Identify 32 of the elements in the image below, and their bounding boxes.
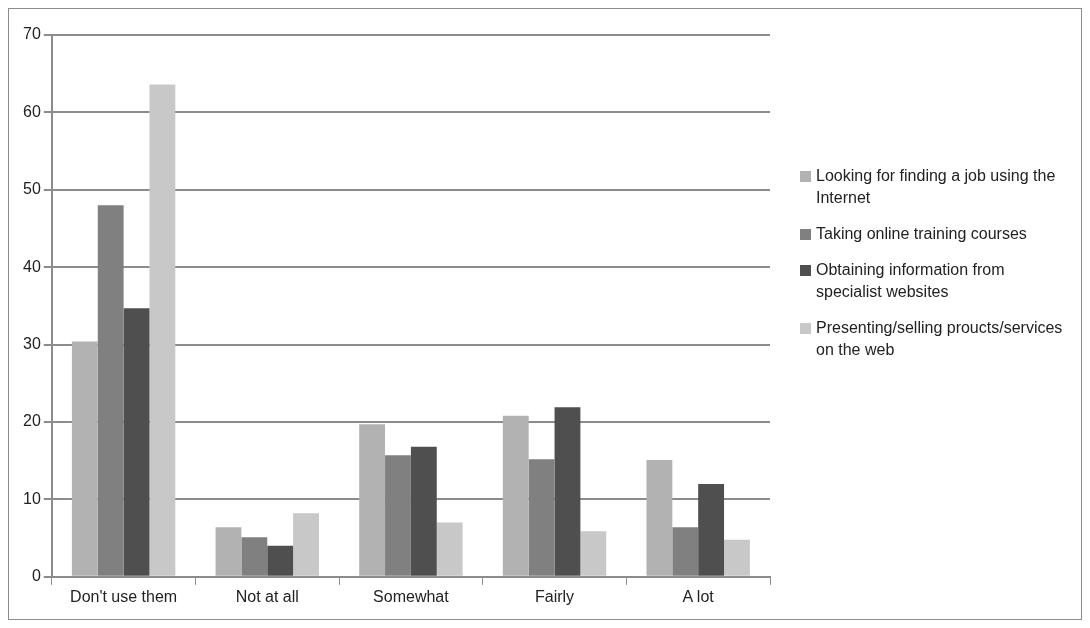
y-tick-label: 70 [23, 25, 41, 43]
bar [410, 446, 437, 576]
bar [359, 424, 386, 576]
legend-label: Looking for finding a job using the Internet [816, 166, 1057, 208]
y-tick-label: 50 [23, 180, 41, 198]
bar [698, 483, 725, 576]
bar [724, 539, 750, 576]
y-tick-label: 10 [23, 489, 41, 507]
bar [215, 527, 242, 576]
y-tick-label: 60 [23, 102, 41, 120]
bar [502, 415, 529, 576]
x-tick-label: Fairly [534, 587, 575, 605]
bar [646, 459, 673, 576]
x-tick-label: Don't use them [70, 587, 178, 605]
legend-label: Taking online training courses [816, 224, 1027, 244]
bar [123, 308, 150, 576]
x-tick-label: Somewhat [373, 587, 450, 605]
x-tick-label: Not at all [235, 587, 299, 605]
bar [293, 513, 319, 576]
legend-label: Presenting/selling proucts/services on the web [816, 318, 1064, 360]
bar [71, 341, 98, 576]
bar [580, 531, 607, 576]
bar [267, 545, 294, 576]
x-tick-label: A lot [682, 587, 715, 605]
legend-label: Obtaining information from specialist websites [816, 260, 1006, 302]
y-tick-label: 30 [23, 335, 41, 353]
y-tick-label: 40 [23, 257, 41, 275]
bar [436, 522, 463, 576]
y-tick-label: 0 [31, 567, 41, 585]
bar [554, 407, 581, 576]
bar [149, 84, 176, 576]
y-tick-label: 20 [23, 412, 41, 430]
